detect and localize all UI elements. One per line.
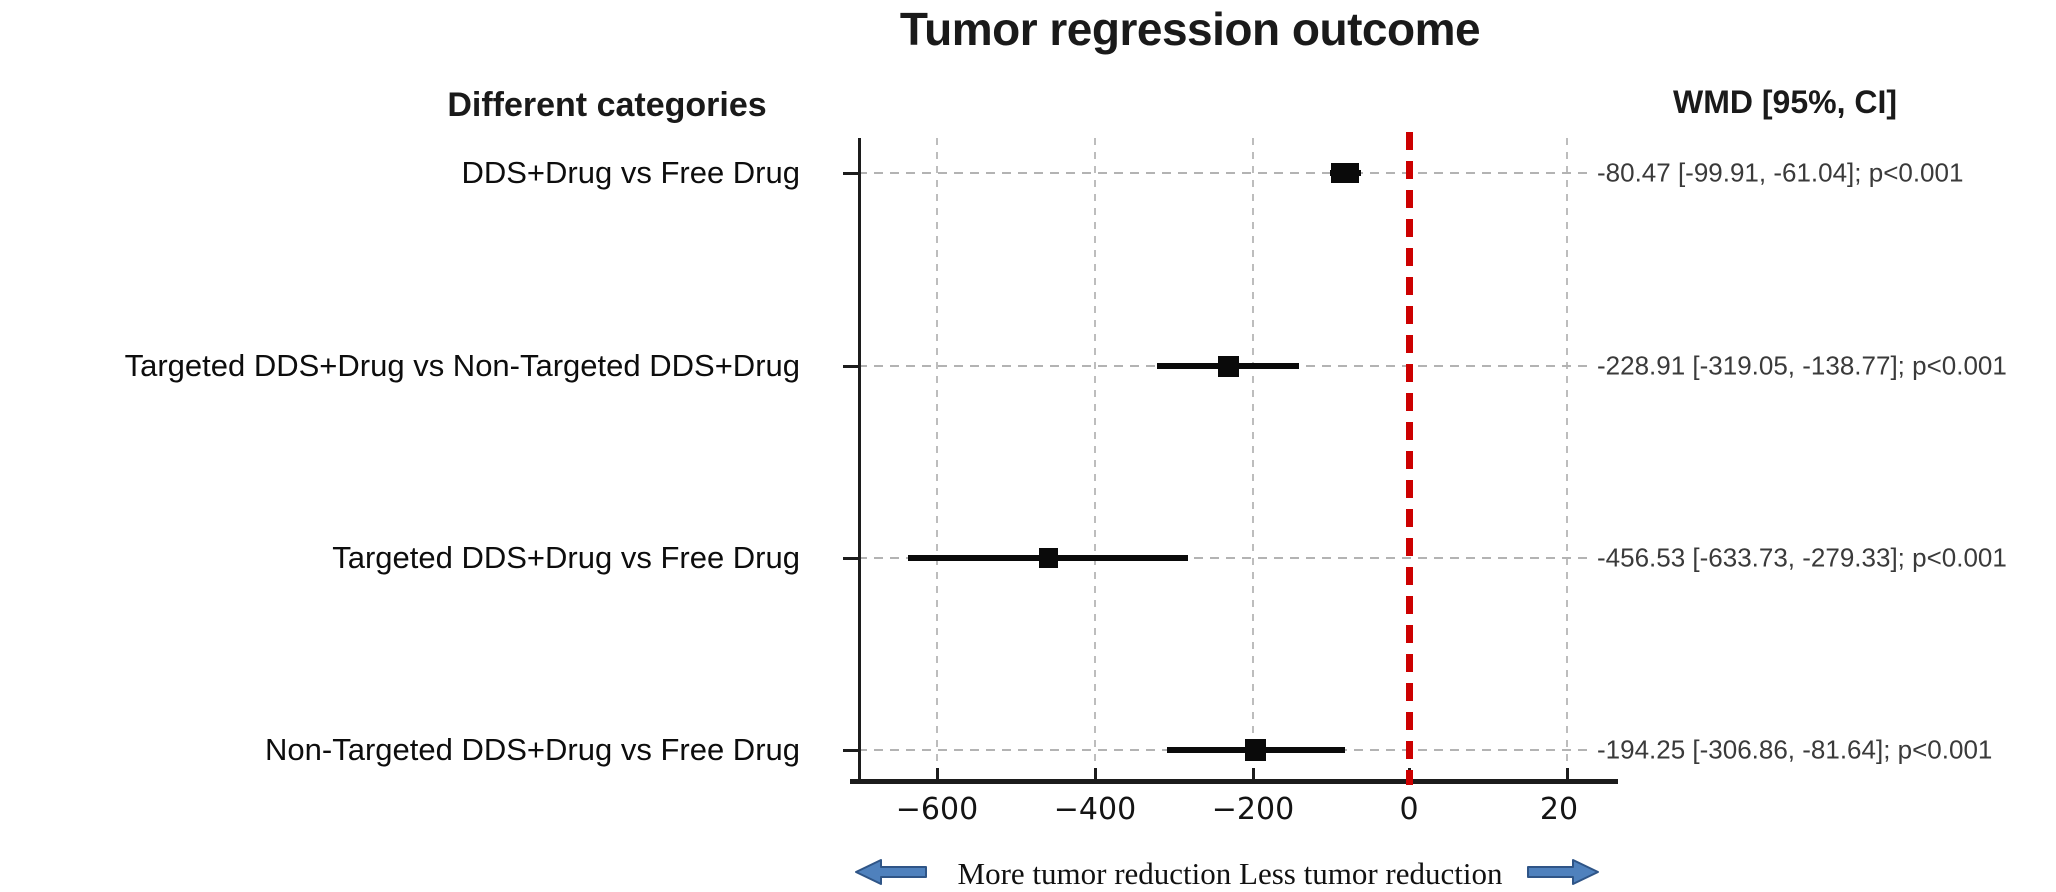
x-axis-line [850,779,1618,784]
forest-marker [1217,355,1239,377]
right-arrow-icon [1526,858,1600,891]
vertical-gridline [1094,138,1096,779]
x-axis-tick [936,768,939,780]
x-axis-tick [1252,768,1255,780]
y-axis-tick [843,749,858,752]
x-axis-tick [1566,768,1569,780]
row-value: -228.91 [-319.05, -138.77]; p<0.001 [1597,350,2007,381]
row-value: -194.25 [-306.86, -81.64]; p<0.001 [1597,734,1993,765]
column-header-categories: Different categories [447,86,767,124]
vertical-gridline [936,138,938,779]
direction-note: More tumor reduction Less tumor reductio… [957,856,1503,891]
forest-marker [1038,548,1058,568]
column-header-wmd: WMD [95%, CI] [1673,84,1897,120]
row-value: -456.53 [-633.73, -279.33]; p<0.001 [1597,542,2007,573]
y-axis-tick [843,365,858,368]
forest-marker [1245,739,1267,761]
forest-marker [1331,163,1360,183]
row-label: Targeted DDS+Drug vs Free Drug [332,540,800,575]
x-tick-label: 0 [1399,792,1419,827]
x-tick-label: 20 [1539,792,1579,827]
y-axis-tick [843,172,858,175]
row-label: Targeted DDS+Drug vs Non-Targeted DDS+Dr… [124,348,800,383]
y-axis-line [858,138,861,783]
reference-line [1406,132,1413,785]
row-label: Non-Targeted DDS+Drug vs Free Drug [265,732,800,767]
row-value: -80.47 [-99.91, -61.04]; p<0.001 [1597,157,1964,188]
horizontal-gridline [858,557,1593,559]
vertical-gridline [1252,138,1254,779]
x-tick-label: −400 [1053,792,1137,827]
row-label: DDS+Drug vs Free Drug [461,155,800,190]
horizontal-gridline [858,172,1593,174]
vertical-gridline [1566,138,1568,779]
x-axis-tick [1094,768,1097,780]
page-title: Tumor regression outcome [899,3,1481,55]
left-arrow-icon [854,858,928,891]
x-tick-label: −600 [895,792,979,827]
y-axis-tick [843,557,858,560]
x-tick-label: −200 [1211,792,1295,827]
